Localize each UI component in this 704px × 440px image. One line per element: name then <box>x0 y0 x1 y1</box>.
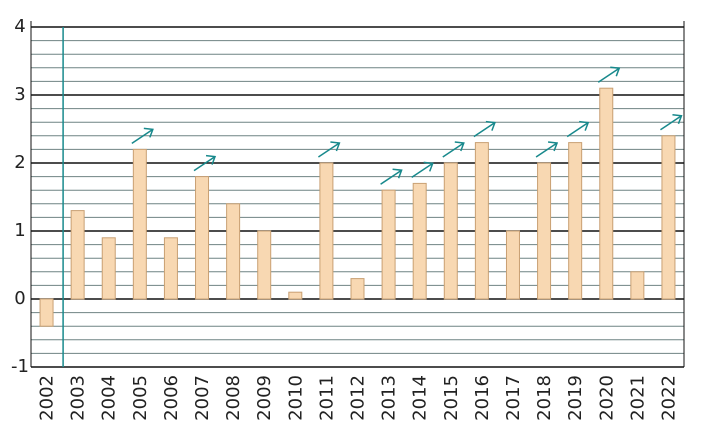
up-arrow-head <box>672 114 683 125</box>
bar <box>163 237 178 300</box>
up-arrow <box>411 162 434 179</box>
y-tick-label: 1 <box>14 220 25 241</box>
up-arrow-head <box>205 154 217 165</box>
up-arrow-head <box>485 120 496 131</box>
x-tick-label: 2012 <box>348 375 369 421</box>
y-tick-label: 2 <box>14 152 25 173</box>
up-arrow <box>660 115 682 131</box>
bar <box>537 162 552 300</box>
bar <box>226 203 241 300</box>
x-tick-label: 2011 <box>316 375 337 421</box>
up-arrow-head <box>579 120 590 131</box>
up-arrow-head <box>330 141 341 152</box>
bar <box>474 142 489 300</box>
x-tick-label: 2022 <box>658 375 679 421</box>
bar <box>381 189 396 300</box>
bar <box>195 176 210 300</box>
up-arrow <box>566 121 589 138</box>
x-tick-label: 2005 <box>130 375 151 421</box>
bar <box>661 135 676 300</box>
x-tick-label: 2016 <box>472 375 493 421</box>
bar <box>319 162 334 300</box>
y-tick-label: 0 <box>14 288 25 309</box>
y-tick-label: 3 <box>14 84 25 105</box>
x-tick-label: 2004 <box>99 375 120 421</box>
bar <box>288 291 303 300</box>
y-tick-label: -1 <box>11 356 29 377</box>
x-tick-label: 2018 <box>534 375 555 421</box>
bar <box>101 237 116 300</box>
x-tick-label: 2021 <box>627 375 648 421</box>
up-arrow <box>473 121 496 138</box>
bar <box>630 271 645 300</box>
up-arrow-head <box>392 168 403 179</box>
up-arrow-head <box>610 66 621 77</box>
x-tick-label: 2014 <box>410 375 431 421</box>
x-tick-label: 2017 <box>503 375 524 421</box>
up-arrow-head <box>143 127 154 138</box>
y-tick-label: 4 <box>14 16 25 37</box>
x-tick-label: 2003 <box>68 375 89 421</box>
up-arrow <box>193 155 216 172</box>
bar <box>350 278 365 300</box>
bar <box>39 298 54 327</box>
x-tick-label: 2002 <box>37 375 58 421</box>
bar <box>257 230 272 300</box>
bar <box>132 148 147 300</box>
up-arrow <box>442 142 465 158</box>
bar <box>443 162 458 300</box>
up-arrow <box>131 128 154 145</box>
up-arrow-head <box>423 161 434 172</box>
bar <box>568 142 583 300</box>
bar <box>599 87 614 300</box>
x-tick-label: 2008 <box>223 375 244 421</box>
x-tick-label: 2020 <box>596 375 617 421</box>
x-tick-label: 2006 <box>161 375 182 421</box>
up-arrow-head <box>547 141 559 152</box>
x-tick-label: 2010 <box>285 375 306 421</box>
x-tick-label: 2019 <box>565 375 586 421</box>
x-tick-label: 2007 <box>192 375 213 421</box>
up-arrow <box>380 169 403 185</box>
bar <box>412 182 427 300</box>
up-arrow-head <box>454 141 465 152</box>
up-arrow <box>317 142 340 158</box>
bar <box>505 230 520 300</box>
x-tick-label: 2013 <box>379 375 400 421</box>
x-tick-label: 2009 <box>254 375 275 421</box>
bar <box>70 210 85 300</box>
x-tick-label: 2015 <box>441 375 462 421</box>
up-arrow <box>597 67 620 83</box>
up-arrow <box>535 142 558 158</box>
